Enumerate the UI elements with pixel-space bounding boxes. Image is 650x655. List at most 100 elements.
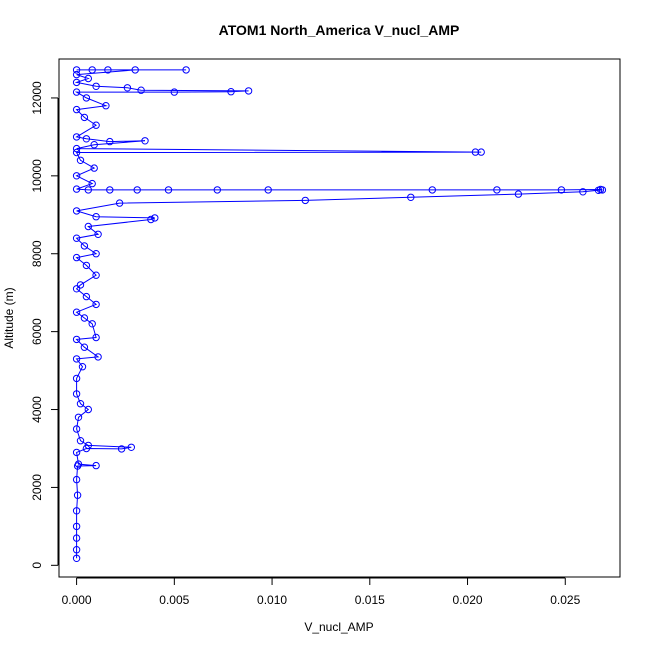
data-point	[104, 66, 112, 74]
data-point	[106, 186, 114, 194]
data-point	[84, 186, 93, 194]
data-point	[170, 88, 179, 96]
data-point	[72, 105, 81, 114]
data-point	[407, 193, 415, 202]
data-point	[92, 271, 100, 279]
data-point	[92, 461, 100, 470]
data-point	[80, 343, 89, 351]
y-tick-label: 10000	[30, 159, 44, 193]
x-tick-label: 0.020	[453, 593, 483, 607]
x-tick-label: 0.025	[550, 593, 580, 607]
data-point	[82, 135, 91, 143]
data-point	[76, 281, 85, 289]
y-axis: 0 2000 4000 6000 8000 10000 12000	[30, 81, 59, 569]
data-point	[72, 172, 81, 180]
data-point	[72, 66, 81, 74]
data-point	[72, 88, 81, 96]
data-point	[72, 144, 81, 153]
y-tick-label: 12000	[30, 81, 44, 115]
data-point	[74, 460, 83, 468]
x-axis-label: V_nucl_AMP	[304, 620, 373, 634]
data-point	[84, 74, 93, 83]
series-line	[74, 69, 603, 559]
data-point	[117, 445, 126, 453]
data-point	[78, 363, 87, 371]
data-point	[72, 374, 81, 383]
data-point	[72, 534, 81, 542]
x-axis: 0.000 0.005 0.010 0.015 0.020 0.025	[62, 577, 581, 607]
data-point	[92, 213, 100, 221]
data-point	[76, 437, 85, 445]
data-point	[164, 186, 173, 194]
data-point	[72, 133, 81, 141]
data-point	[227, 88, 235, 96]
data-point	[82, 94, 91, 102]
data-point	[115, 199, 124, 207]
data-point	[557, 186, 566, 194]
data-point	[264, 186, 272, 194]
data-point	[94, 230, 102, 239]
series-layer	[72, 66, 607, 562]
data-point	[80, 242, 89, 250]
data-point	[88, 66, 96, 74]
data-point	[72, 355, 81, 363]
y-tick-label: 0	[30, 562, 44, 569]
data-point	[92, 300, 100, 309]
data-point	[72, 507, 81, 515]
data-point	[127, 443, 136, 451]
data-point	[72, 234, 81, 242]
data-point	[76, 400, 85, 408]
data-point	[88, 179, 96, 188]
data-point	[579, 188, 587, 196]
data-point	[82, 261, 91, 270]
data-point	[72, 554, 81, 562]
data-point	[72, 335, 81, 344]
data-point	[72, 522, 81, 531]
data-point	[80, 314, 89, 322]
data-point	[92, 250, 100, 258]
x-tick-label: 0.015	[355, 593, 385, 607]
data-point	[90, 164, 98, 172]
data-point	[84, 405, 93, 414]
y-axis-label: Altitude (m)	[2, 287, 16, 348]
data-point	[73, 491, 82, 499]
data-point	[596, 185, 605, 194]
data-point	[428, 186, 436, 194]
data-point	[74, 413, 83, 421]
data-point	[147, 215, 155, 224]
data-point	[106, 137, 114, 146]
data-point	[72, 308, 81, 316]
data-point	[213, 186, 222, 194]
data-point	[72, 425, 81, 433]
data-point	[84, 441, 93, 450]
data-point	[72, 448, 81, 457]
data-point	[72, 475, 81, 484]
data-point	[182, 66, 190, 74]
data-point	[92, 82, 100, 91]
y-tick-label: 6000	[30, 318, 44, 345]
data-point	[477, 148, 485, 156]
data-point	[131, 66, 139, 74]
data-point	[102, 102, 110, 110]
data-point	[82, 292, 91, 301]
data-point	[72, 78, 81, 87]
y-tick-label: 4000	[30, 396, 44, 423]
data-point	[72, 285, 81, 293]
data-point	[80, 113, 89, 122]
data-point	[72, 185, 81, 193]
data-point	[137, 86, 145, 94]
data-point	[72, 70, 81, 79]
data-point	[72, 546, 81, 554]
data-point	[151, 214, 159, 222]
data-point	[90, 141, 98, 149]
chart-title: ATOM1 North_America V_nucl_AMP	[219, 22, 460, 38]
data-point	[72, 390, 81, 398]
data-point	[92, 333, 100, 342]
data-point	[493, 186, 501, 194]
data-point	[133, 186, 141, 194]
data-point	[72, 148, 81, 157]
data-point	[514, 190, 523, 198]
data-point	[244, 87, 253, 95]
